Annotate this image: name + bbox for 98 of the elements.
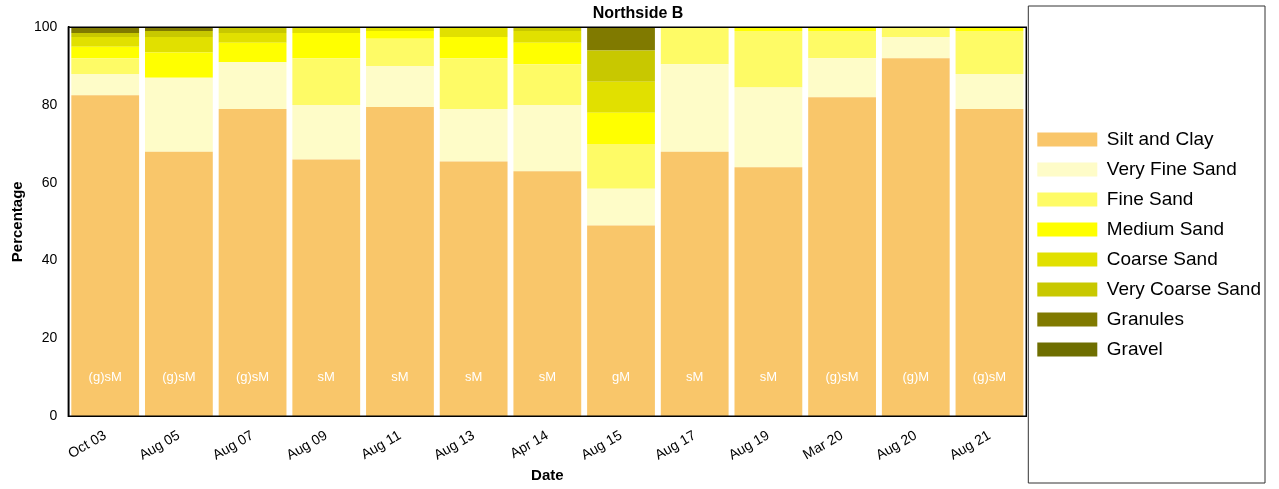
bar (71, 95, 140, 417)
legend-label: Very Fine Sand (1106, 157, 1237, 179)
bar (955, 73, 1024, 109)
annotation: (g)sM (825, 368, 859, 384)
annotation: sM (759, 368, 778, 384)
bar (513, 31, 582, 43)
bar (144, 77, 213, 152)
annotation: sM (464, 368, 483, 384)
x-tick-label: Aug 15 (578, 426, 625, 463)
x-tick-label: Aug 20 (872, 426, 920, 463)
bar (71, 73, 140, 96)
bar (218, 33, 287, 43)
bar (955, 31, 1024, 74)
x-tick-label: Aug 21 (946, 426, 994, 463)
legend-label: Gravel (1106, 337, 1163, 359)
x-tick-label: Aug 11 (357, 426, 404, 463)
bar (513, 171, 582, 417)
bar (292, 58, 361, 106)
bar (587, 112, 655, 144)
annotation: (g)sM (88, 368, 122, 384)
annotation: (g)sM (972, 368, 1007, 384)
legend-label: Coarse Sand (1106, 247, 1218, 269)
chart-title: Northside B (592, 4, 684, 22)
bar (881, 27, 950, 37)
bar (513, 42, 582, 65)
bar (587, 27, 655, 51)
bar (292, 33, 361, 59)
bar (734, 31, 803, 88)
x-tick-label: Aug 13 (430, 426, 478, 463)
bar (587, 81, 655, 113)
bar (660, 64, 729, 152)
y-tick-label: 80 (41, 95, 58, 112)
bar (71, 46, 140, 59)
bar (71, 36, 140, 47)
x-tick-label: Apr 14 (507, 426, 551, 462)
x-tick-label: Oct 03 (64, 426, 109, 462)
bar (366, 66, 434, 107)
annotation: gM (611, 368, 631, 384)
annotation: (g)M (902, 368, 930, 384)
annotation: sM (391, 368, 409, 384)
bar (808, 31, 876, 59)
bar (513, 64, 582, 106)
x-tick-label: Aug 05 (135, 426, 183, 463)
bar (218, 62, 287, 109)
bar (71, 33, 140, 37)
bar (587, 225, 655, 417)
bar (734, 87, 803, 168)
y-tick-label: 60 (41, 173, 58, 190)
legend-label: Medium Sand (1106, 217, 1225, 239)
bar (808, 58, 876, 98)
bar (587, 50, 655, 82)
bar (218, 42, 287, 63)
bar (439, 27, 508, 37)
bar (144, 31, 213, 37)
x-tick-label: Mar 20 (799, 426, 846, 463)
annotation: sM (538, 368, 556, 384)
x-tick-label: Aug 09 (283, 426, 330, 463)
bar (439, 108, 508, 162)
x-tick-label: Aug 19 (725, 426, 773, 463)
bar (292, 159, 361, 417)
legend-label: Silt and Clay (1106, 127, 1214, 149)
bar (660, 27, 729, 65)
bar (144, 36, 213, 53)
legend-label: Granules (1106, 307, 1184, 329)
bar (439, 161, 508, 417)
legend-label: Fine Sand (1106, 187, 1194, 209)
y-axis-title: Percentage (8, 181, 26, 263)
annotation: (g)sM (162, 368, 196, 384)
bar (144, 151, 213, 417)
bar (587, 188, 655, 226)
bar (218, 108, 287, 417)
bar (513, 105, 582, 172)
bar (660, 151, 729, 417)
bar (881, 36, 950, 59)
bar (439, 58, 508, 109)
bar (808, 97, 876, 417)
annotation: sM (686, 368, 704, 384)
bar (439, 36, 508, 59)
bar (734, 167, 803, 417)
y-tick-label: 40 (41, 251, 58, 268)
x-tick-label: Aug 07 (209, 426, 257, 463)
bar (955, 108, 1024, 417)
bar (881, 58, 950, 417)
bar (71, 58, 140, 74)
bar (587, 143, 655, 189)
bar (366, 38, 434, 67)
bar (144, 52, 213, 78)
y-tick-label: 20 (41, 329, 58, 346)
bar (366, 106, 434, 417)
y-tick-label: 0 (49, 407, 58, 424)
annotation: (g)sM (235, 368, 270, 384)
bar (292, 105, 361, 160)
x-tick-label: Aug 17 (651, 426, 699, 463)
legend-label: Very Coarse Sand (1106, 277, 1261, 299)
annotation: sM (317, 368, 335, 384)
x-axis-title: Date (531, 466, 564, 484)
y-tick-label: 100 (34, 18, 58, 35)
bar (366, 31, 434, 39)
